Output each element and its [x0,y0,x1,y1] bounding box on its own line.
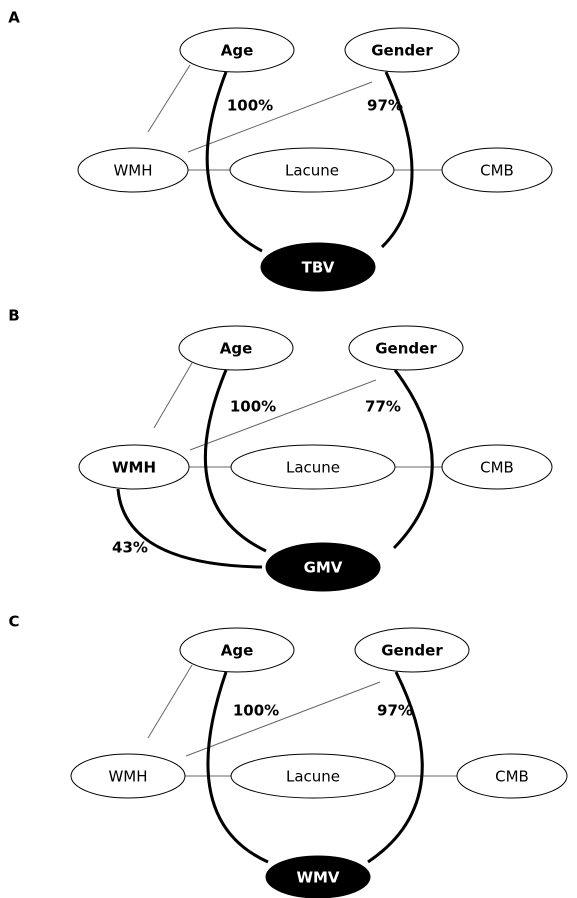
node-label: Gender [371,42,433,60]
effect-arc [203,369,267,553]
node-label: Lacune [285,162,339,180]
node [179,627,295,673]
effect-arc [392,369,434,550]
panel: A Age Gender WMH Lacune CMB TBV 100% 97% [8,9,553,292]
panel-label: B [8,307,19,325]
node-label: Gender [381,642,443,660]
panel-label: A [8,9,20,27]
outcome-node [260,242,376,292]
node [78,444,190,490]
node [344,27,460,73]
node-label: WMH [113,162,152,180]
node [456,753,568,799]
node-label: Lacune [286,768,340,786]
node-label: TBV [302,259,335,277]
node-label: Age [220,340,253,358]
node [230,753,396,799]
effect-label: 43% [112,539,148,557]
node [77,147,189,193]
node-label: CMB [480,162,514,180]
node [354,627,470,673]
panel: B Age Gender WMH Lacune CMB GMV 100% 77% 43% [8,307,553,592]
effect-arc [116,488,263,569]
node-label: Age [221,42,254,60]
node [178,325,294,371]
link [147,664,193,739]
effect-arc [205,71,263,253]
effect-arc [367,671,424,864]
node-label: Lacune [286,459,340,477]
effect-label: 100% [230,398,276,416]
node [179,27,295,73]
node-label: WMH [112,459,156,477]
node-label: WMH [108,768,147,786]
node [441,444,553,490]
node [441,147,553,193]
node-label: CMB [495,768,529,786]
effect-arc [206,671,269,864]
node-label: Gender [375,340,437,358]
node [70,753,186,799]
node [230,444,396,490]
node-label: GMV [304,559,343,577]
link [153,362,193,429]
outcome-node [265,542,381,592]
node [348,325,464,371]
link [189,379,377,451]
node [229,147,395,193]
panel: C Age Gender WMH Lacune CMB WMV 100% 97% [8,613,568,898]
node-label: Age [221,642,254,660]
effect-arc [380,71,414,249]
outcome-node [265,855,371,898]
effect-label: 97% [367,97,403,115]
panel-label: C [8,613,19,631]
effect-label: 100% [233,702,279,720]
effect-label: 97% [377,702,413,720]
node-label: WMV [296,869,339,887]
link [187,81,373,153]
link [147,64,191,133]
link [185,681,381,757]
effect-label: 100% [227,97,273,115]
effect-label: 77% [365,398,401,416]
node-label: CMB [480,459,514,477]
